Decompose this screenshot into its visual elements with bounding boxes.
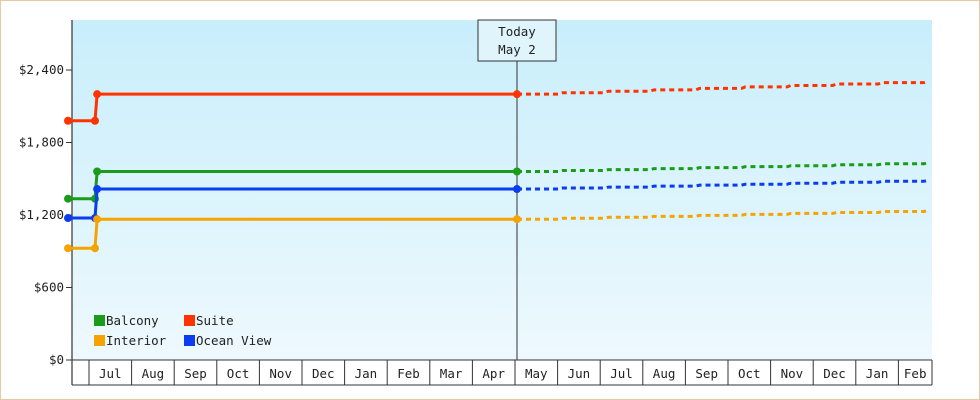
month-label: Oct — [227, 366, 250, 381]
month-label: Sep — [695, 366, 718, 381]
series-history-line — [68, 187, 517, 220]
month-label: Apr — [482, 366, 505, 381]
series-point — [64, 116, 72, 125]
month-label: Feb — [904, 366, 927, 381]
series-forecast-line — [517, 178, 929, 191]
y-tick-label: $0 — [49, 352, 64, 367]
month-label: May — [525, 366, 548, 381]
today-box — [477, 19, 557, 62]
series-history-line — [68, 170, 517, 201]
series-point — [91, 244, 99, 253]
series-point — [64, 194, 72, 203]
month-label: Sep — [184, 366, 207, 381]
legend-swatch — [184, 335, 195, 346]
series-forecast-line — [517, 209, 929, 221]
month-label: Aug — [653, 366, 676, 381]
series-history-line — [68, 92, 517, 123]
series-point — [64, 244, 72, 253]
series-point — [93, 167, 102, 176]
month-label: Jul — [99, 366, 122, 381]
legend-label: Suite — [196, 313, 234, 328]
series-forecast-line — [517, 79, 929, 96]
month-label: Aug — [142, 366, 165, 381]
series-point — [91, 116, 99, 125]
series-point — [64, 214, 72, 223]
legend-swatch — [184, 315, 195, 326]
series-point — [93, 215, 102, 224]
legend-swatch — [94, 335, 105, 346]
legend-swatch — [94, 315, 105, 326]
month-label: Dec — [312, 366, 335, 381]
legend-label: Balcony — [106, 313, 159, 328]
month-label: Nov — [269, 366, 292, 381]
month-label: Mar — [440, 366, 463, 381]
series-history-line — [68, 217, 517, 250]
month-label: Nov — [781, 366, 804, 381]
y-tick-label: $1,200 — [19, 207, 64, 222]
month-label: Oct — [738, 366, 761, 381]
today-label: Today — [498, 24, 536, 39]
series-point — [93, 185, 102, 194]
series-point — [93, 90, 102, 99]
today-date: May 2 — [498, 42, 536, 57]
month-label: Jan — [866, 366, 889, 381]
month-label: Dec — [823, 366, 846, 381]
legend-label: Interior — [106, 333, 167, 348]
series-forecast-line — [517, 161, 929, 173]
month-label: Jun — [568, 366, 591, 381]
y-tick-label: $2,400 — [19, 62, 64, 77]
month-label: Jan — [355, 366, 378, 381]
y-tick-label: $1,800 — [19, 135, 64, 150]
y-tick-label: $600 — [34, 280, 64, 295]
month-label: Jul — [610, 366, 633, 381]
month-label: Feb — [397, 366, 420, 381]
legend-label: Ocean View — [196, 333, 272, 348]
